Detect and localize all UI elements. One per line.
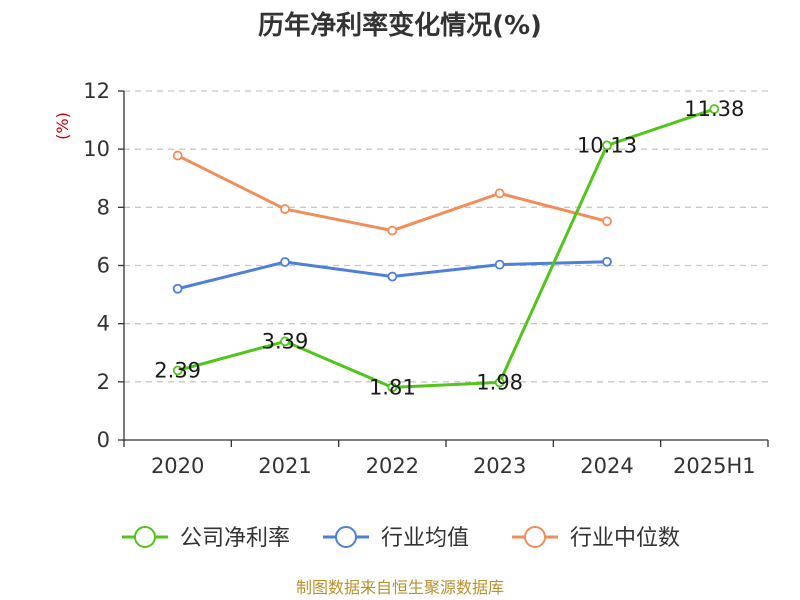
legend-label: 公司净利率 [180,526,290,551]
legend-item[interactable]: 行业中位数 [512,526,680,551]
data-point [494,259,505,270]
source-note: 制图数据来自恒生聚源数据库 [296,578,504,597]
data-point [387,271,398,282]
data-label: 3.39 [262,329,309,353]
y-tick-label: 0 [97,428,110,452]
y-tick-label: 2 [97,370,110,394]
data-point [387,225,398,236]
legend-label: 行业均值 [381,526,469,551]
data-label: 10.13 [577,133,637,157]
data-point [494,377,505,388]
y-axis-ticks: 0 2 4 6 8 10 12 [83,79,124,452]
data-point [602,216,612,227]
x-tick-label: 2022 [366,454,419,478]
x-axis-ticks: 2020 2021 2022 2023 2024 2025H1 [123,440,769,478]
data-labels: 2.39 3.39 1.81 1.98 10.13 11.38 [154,97,744,399]
series-line [176,154,608,233]
data-point [280,336,290,347]
data-point [494,188,505,199]
y-tick-label: 6 [97,254,110,278]
data-point [280,204,290,214]
y-axis-unit: (%) [53,112,72,140]
data-point [709,104,720,114]
y-tick-label: 4 [97,312,110,336]
data-point [172,365,183,376]
grid-lines [124,90,768,383]
data-point [602,140,612,151]
y-tick-label: 10 [83,137,110,161]
data-point [387,382,398,393]
x-tick-label: 2025H1 [673,454,756,478]
data-label: 2.39 [154,358,201,382]
x-tick-label: 2023 [473,454,526,478]
data-point [602,256,612,267]
chart-title: 历年净利率变化情况(%) [258,10,542,41]
x-tick-label: 2020 [151,454,204,478]
legend-marker [134,526,156,548]
series-line [177,107,715,389]
data-label: 11.38 [684,97,744,121]
legend-marker [335,526,357,548]
legend-marker [524,526,546,548]
legend-item[interactable]: 行业均值 [323,526,469,551]
x-tick-label: 2024 [580,454,633,478]
y-tick-label: 8 [97,195,110,219]
data-label: 1.81 [369,375,416,399]
x-tick-label: 2021 [258,454,311,478]
data-point [172,283,183,294]
legend-item[interactable]: 公司净利率 [122,526,290,551]
legend[interactable]: 公司净利率 行业均值 行业中位数 [122,526,680,551]
data-point [280,257,290,267]
y-tick-label: 12 [83,79,110,103]
legend-label: 行业中位数 [570,526,680,551]
data-point [172,150,183,161]
series-group [172,104,720,393]
data-label: 1.98 [476,370,523,394]
